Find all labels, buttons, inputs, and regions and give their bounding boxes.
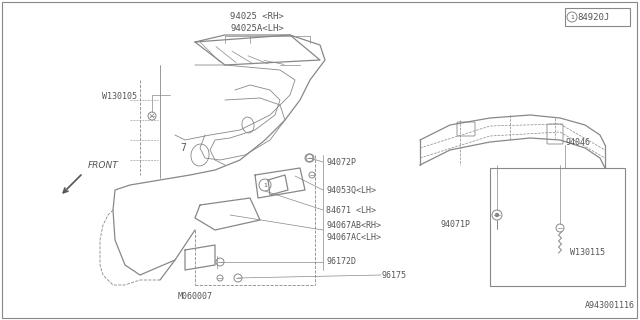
Text: 7: 7 [180,143,186,153]
FancyBboxPatch shape [457,122,475,136]
Ellipse shape [191,144,209,166]
Text: 96172D: 96172D [326,258,356,267]
Text: 94071P: 94071P [440,220,470,229]
Ellipse shape [242,117,254,133]
Text: 94067AB<RH>: 94067AB<RH> [326,220,381,229]
Text: 94053Q<LH>: 94053Q<LH> [326,186,376,195]
Text: W130115: W130115 [570,248,605,257]
Text: 84671 <LH>: 84671 <LH> [326,205,376,214]
Text: 94025 <RH>: 94025 <RH> [230,12,284,21]
Text: 94025A<LH>: 94025A<LH> [230,24,284,33]
Text: 1: 1 [263,182,267,188]
Text: M060007: M060007 [177,292,212,301]
Text: 1: 1 [570,14,574,20]
Text: 94046: 94046 [565,138,590,147]
Text: A943001116: A943001116 [585,301,635,310]
Text: 94067AC<LH>: 94067AC<LH> [326,233,381,242]
Circle shape [495,213,499,217]
Text: 94072P: 94072P [326,157,356,166]
Text: FRONT: FRONT [88,161,119,170]
Text: 84920J: 84920J [577,12,609,21]
Text: W130105: W130105 [102,92,137,100]
FancyBboxPatch shape [565,8,630,26]
Bar [490,168,625,286]
Text: 96175: 96175 [381,270,406,279]
FancyBboxPatch shape [547,124,563,144]
